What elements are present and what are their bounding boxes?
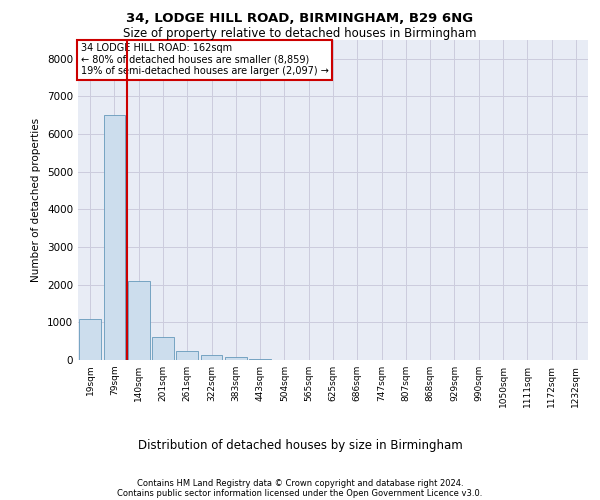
Bar xyxy=(128,281,149,360)
Text: Size of property relative to detached houses in Birmingham: Size of property relative to detached ho… xyxy=(123,28,477,40)
Text: 34, LODGE HILL ROAD, BIRMINGHAM, B29 6NG: 34, LODGE HILL ROAD, BIRMINGHAM, B29 6NG xyxy=(127,12,473,26)
Bar xyxy=(152,338,174,360)
Bar xyxy=(104,116,125,360)
Bar xyxy=(249,359,271,360)
Bar xyxy=(176,350,198,360)
Text: Distribution of detached houses by size in Birmingham: Distribution of detached houses by size … xyxy=(137,440,463,452)
Y-axis label: Number of detached properties: Number of detached properties xyxy=(31,118,41,282)
Bar xyxy=(225,358,247,360)
Text: 34 LODGE HILL ROAD: 162sqm
← 80% of detached houses are smaller (8,859)
19% of s: 34 LODGE HILL ROAD: 162sqm ← 80% of deta… xyxy=(80,43,328,76)
Bar xyxy=(79,318,101,360)
Text: Contains public sector information licensed under the Open Government Licence v3: Contains public sector information licen… xyxy=(118,488,482,498)
Bar xyxy=(200,355,223,360)
Text: Contains HM Land Registry data © Crown copyright and database right 2024.: Contains HM Land Registry data © Crown c… xyxy=(137,478,463,488)
